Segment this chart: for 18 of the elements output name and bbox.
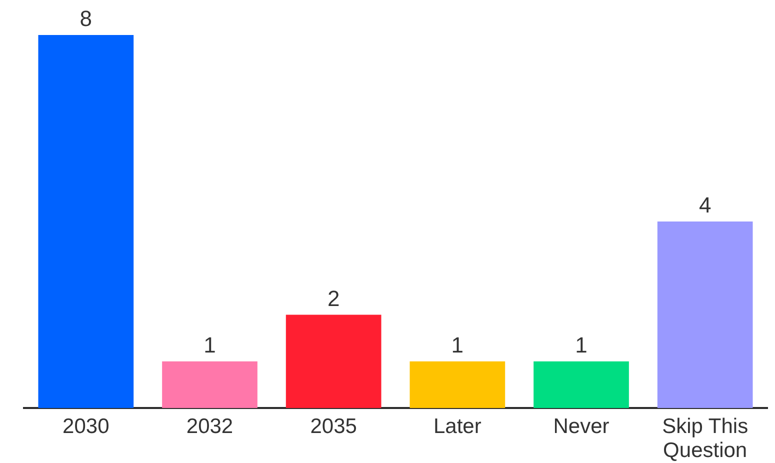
x-tick-label: Never: [553, 414, 610, 438]
data-label: 4: [698, 192, 712, 218]
data-label: 8: [80, 6, 92, 31]
bar: [162, 361, 258, 408]
bar: [38, 35, 134, 408]
data-label: 2: [327, 286, 340, 311]
bar: [534, 361, 629, 408]
data-label: 1: [451, 332, 464, 358]
data-label: 1: [204, 332, 216, 358]
bar: [286, 314, 382, 408]
x-tick-label: 2035: [310, 414, 357, 438]
bar: [410, 361, 506, 408]
bar: [657, 222, 753, 408]
data-label: 1: [575, 332, 588, 358]
x-tick-label: Later: [433, 414, 482, 438]
x-tick-label: 2032: [186, 414, 234, 438]
x-tick-label: Skip This Question: [662, 414, 748, 462]
x-tick-label: 2030: [62, 414, 110, 438]
